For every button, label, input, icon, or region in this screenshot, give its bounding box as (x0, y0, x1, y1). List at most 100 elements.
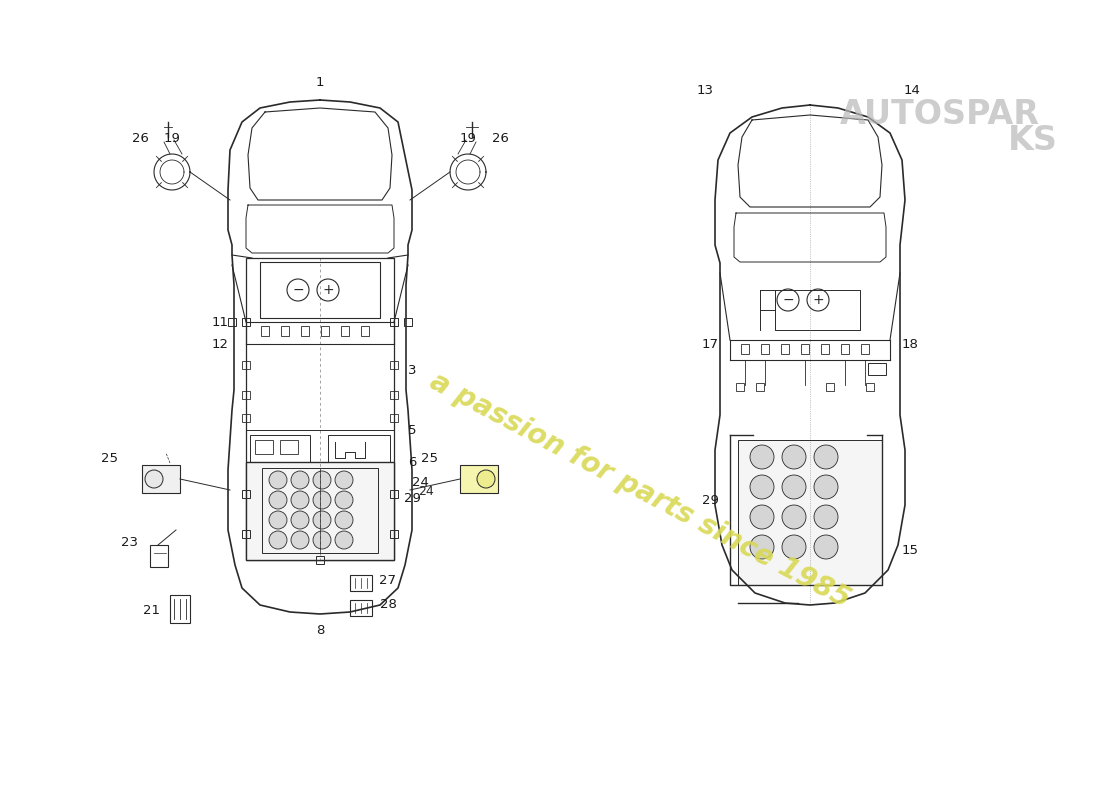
Bar (280, 440, 298, 454)
Bar (142, 465, 180, 493)
Bar (150, 545, 168, 567)
Bar (246, 462, 394, 560)
Bar (741, 344, 749, 354)
Bar (801, 344, 808, 354)
Text: 28: 28 (379, 598, 396, 611)
Circle shape (314, 511, 331, 529)
Circle shape (336, 531, 353, 549)
Text: 18: 18 (902, 338, 918, 351)
Text: 23: 23 (121, 535, 139, 549)
Bar (390, 318, 398, 326)
Circle shape (336, 471, 353, 489)
Circle shape (270, 471, 287, 489)
Text: 24: 24 (411, 475, 428, 489)
Circle shape (336, 511, 353, 529)
Circle shape (750, 505, 774, 529)
Bar (390, 414, 398, 422)
Bar (262, 468, 378, 553)
Bar (826, 383, 834, 391)
Bar (242, 530, 250, 538)
Bar (242, 361, 250, 369)
Circle shape (782, 505, 806, 529)
Bar (868, 363, 886, 375)
Circle shape (782, 535, 806, 559)
Circle shape (314, 471, 331, 489)
Text: 29: 29 (404, 491, 420, 505)
Circle shape (292, 471, 309, 489)
Bar (761, 344, 769, 354)
Text: 12: 12 (211, 338, 229, 350)
Bar (361, 326, 368, 336)
Text: 13: 13 (696, 83, 714, 97)
Bar (242, 318, 250, 326)
Circle shape (314, 531, 331, 549)
Bar (250, 435, 310, 490)
Text: KS: KS (1008, 123, 1058, 157)
Text: 19: 19 (164, 131, 180, 145)
Bar (756, 383, 764, 391)
Bar (242, 414, 250, 422)
Bar (280, 326, 289, 336)
Bar (350, 575, 372, 591)
Bar (242, 391, 250, 399)
Circle shape (270, 491, 287, 509)
Circle shape (814, 445, 838, 469)
Bar (390, 361, 398, 369)
Bar (341, 326, 349, 336)
Circle shape (477, 470, 495, 488)
Text: 14: 14 (903, 83, 921, 97)
Circle shape (782, 475, 806, 499)
Circle shape (814, 475, 838, 499)
Bar (390, 530, 398, 538)
Circle shape (145, 470, 163, 488)
Text: 11: 11 (211, 315, 229, 329)
Bar (261, 326, 270, 336)
Bar (738, 440, 882, 585)
Text: −: − (782, 293, 794, 307)
Text: 21: 21 (143, 603, 161, 617)
Text: 26: 26 (132, 131, 148, 145)
Text: 17: 17 (702, 338, 718, 351)
Text: 8: 8 (316, 623, 324, 637)
Circle shape (292, 531, 309, 549)
Bar (390, 391, 398, 399)
Bar (246, 258, 394, 560)
Bar (321, 326, 329, 336)
Text: a passion for parts since 1985: a passion for parts since 1985 (425, 367, 855, 613)
Text: 25: 25 (421, 451, 439, 465)
Text: 1: 1 (316, 75, 324, 89)
Bar (255, 440, 273, 454)
Text: 5: 5 (408, 423, 416, 437)
Circle shape (336, 491, 353, 509)
Bar (260, 262, 379, 318)
Text: AUTOSPAR: AUTOSPAR (840, 98, 1040, 131)
Circle shape (314, 491, 331, 509)
Circle shape (814, 505, 838, 529)
Text: 27: 27 (379, 574, 396, 586)
Circle shape (270, 531, 287, 549)
Circle shape (270, 511, 287, 529)
Circle shape (782, 445, 806, 469)
Bar (821, 344, 829, 354)
Circle shape (750, 535, 774, 559)
Text: +: + (322, 283, 333, 297)
Text: 29: 29 (702, 494, 718, 506)
Bar (328, 435, 390, 490)
Bar (316, 556, 324, 564)
Text: +: + (812, 293, 824, 307)
Text: 3: 3 (408, 363, 416, 377)
Text: 26: 26 (492, 131, 508, 145)
Bar (301, 326, 309, 336)
Text: 6: 6 (408, 455, 416, 469)
Circle shape (292, 511, 309, 529)
Text: 25: 25 (101, 451, 119, 465)
Bar (460, 465, 498, 493)
Text: 15: 15 (902, 543, 918, 557)
Text: 24: 24 (418, 485, 433, 498)
Circle shape (750, 445, 774, 469)
Bar (350, 600, 372, 616)
Bar (842, 344, 849, 354)
Bar (736, 383, 744, 391)
Circle shape (292, 491, 309, 509)
Circle shape (814, 535, 838, 559)
